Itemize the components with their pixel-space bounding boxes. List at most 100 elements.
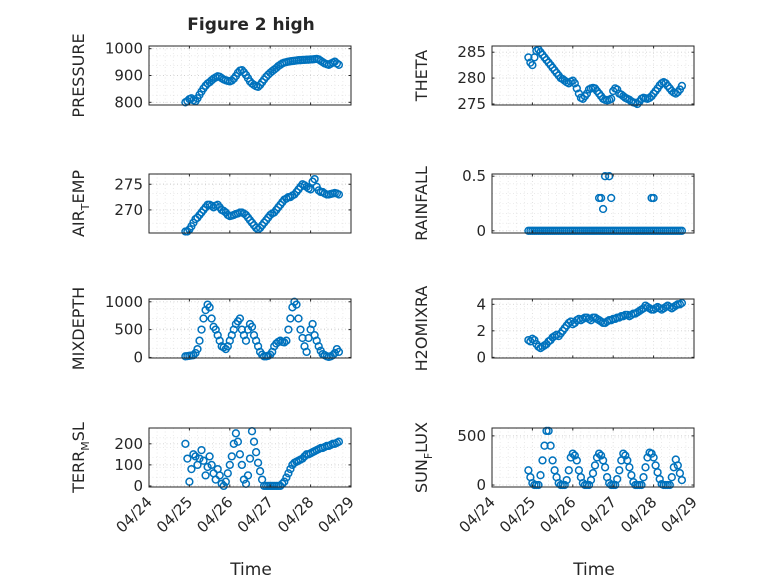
data-point (524, 53, 533, 62)
y-tick-label: 0 (476, 476, 486, 494)
data-point (181, 439, 190, 448)
data-point (221, 477, 230, 486)
series-markers (524, 426, 687, 490)
data-point (223, 469, 232, 478)
data-point (615, 466, 624, 475)
y-axis-label: TERRMSL (69, 422, 92, 494)
data-point (594, 449, 604, 458)
data-point (598, 204, 608, 214)
y-axis-label-suffix: LUX (412, 422, 431, 453)
data-point (203, 462, 212, 472)
data-point (253, 82, 263, 91)
data-point (235, 314, 245, 323)
subplot-6: 0 2 4 H2OMIXRA (412, 286, 695, 372)
axes-box (148, 173, 352, 234)
y-tick-label: 0 (133, 477, 143, 495)
data-point (673, 461, 682, 470)
data-point (570, 451, 579, 460)
data-point (607, 94, 616, 103)
data-point (637, 480, 646, 490)
subplot-4: 0 0.5 RAINFALL (412, 166, 695, 241)
data-point (215, 471, 224, 480)
data-point (582, 89, 592, 98)
data-point (649, 453, 658, 462)
data-point (328, 351, 337, 360)
data-point (205, 303, 214, 312)
data-point (570, 79, 579, 88)
data-point (530, 335, 539, 345)
data-point (284, 469, 293, 478)
axes-box (491, 298, 695, 359)
data-point (560, 480, 569, 490)
data-point (227, 76, 236, 85)
data-point (536, 471, 545, 480)
data-point (600, 463, 610, 472)
series-markers (524, 172, 687, 235)
data-point (314, 342, 323, 351)
y-tick-label: 285 (457, 43, 486, 61)
data-point (243, 471, 253, 480)
data-point (302, 347, 311, 357)
axes-box (148, 298, 352, 359)
data-point (280, 477, 289, 486)
data-point (308, 319, 317, 329)
y-axis-label: MIXDEPTH (69, 287, 88, 370)
data-point (619, 449, 628, 458)
data-point (245, 454, 255, 463)
series-markers (181, 297, 344, 362)
y-axis-label-main: AIR (69, 210, 88, 237)
y-tick-label: 275 (114, 175, 143, 193)
data-point (199, 314, 208, 323)
data-point (677, 298, 687, 308)
y-tick-label: 200 (114, 435, 143, 453)
y-axis-label: SUNFLUX (412, 422, 435, 493)
data-point (255, 467, 265, 476)
y-tick-label: 1000 (105, 293, 143, 311)
data-point (207, 460, 216, 470)
y-tick-label: 275 (457, 95, 486, 113)
subplot-5: 0 500 1000 MIXDEPTH (69, 287, 352, 370)
data-point (605, 172, 614, 181)
y-axis-label: AIRTEMP (69, 170, 92, 237)
data-point (334, 437, 344, 446)
y-tick-label: 0.5 (462, 167, 486, 185)
y-axis-label: RAINFALL (412, 166, 431, 241)
data-point (193, 344, 202, 354)
data-point (665, 480, 674, 490)
axes-box (491, 45, 695, 106)
data-point (572, 456, 581, 465)
data-point (568, 449, 577, 458)
y-axis-label-main: PRESSURE (69, 33, 88, 117)
data-point (282, 473, 291, 482)
series-markers (181, 174, 344, 236)
data-point (334, 190, 344, 199)
y-axis-label-main: H2OMIXRA (412, 286, 431, 372)
data-point (667, 473, 676, 482)
y-tick-label: 500 (457, 427, 486, 445)
data-point (219, 481, 228, 491)
data-point (613, 85, 622, 94)
data-point (562, 475, 571, 485)
data-point (641, 463, 650, 472)
y-axis-label-main: SUN (412, 459, 431, 493)
data-point (282, 336, 291, 345)
data-point (310, 174, 319, 184)
data-point (677, 475, 687, 485)
y-axis-label-suffix: SL (69, 422, 88, 441)
data-point (189, 450, 198, 459)
data-point (191, 452, 200, 461)
data-point (625, 463, 634, 472)
data-point (596, 193, 606, 203)
y-tick-label: 2 (476, 322, 486, 340)
y-tick-label: 0 (476, 348, 486, 366)
series-markers (524, 298, 687, 353)
data-point (548, 456, 557, 465)
data-point (195, 454, 204, 463)
data-point (584, 480, 594, 490)
series-markers (181, 54, 344, 107)
data-point (249, 437, 259, 446)
data-point (227, 452, 236, 461)
data-point (294, 314, 303, 323)
x-axis-label-left: Time (229, 560, 272, 580)
data-point (334, 347, 344, 357)
